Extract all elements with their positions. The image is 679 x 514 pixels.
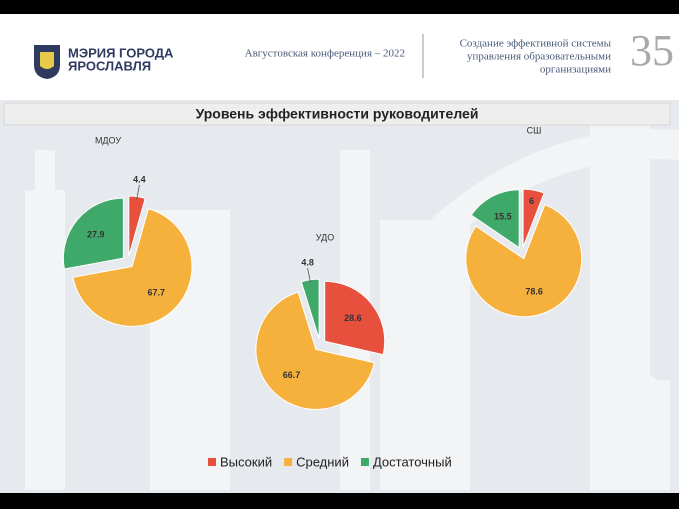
pie-slice bbox=[465, 204, 583, 318]
top-bar bbox=[0, 0, 679, 14]
bottom-bar bbox=[0, 493, 679, 509]
pie-title: МДОУ bbox=[95, 135, 121, 145]
pie-title: СШ bbox=[527, 125, 542, 135]
data-label: 28.6 bbox=[344, 313, 362, 323]
logo-text: МЭРИЯ ГОРОДА bbox=[68, 45, 174, 60]
city-silhouette bbox=[25, 120, 679, 490]
logo-text: ЯРОСЛАВЛЯ bbox=[68, 58, 151, 73]
logo: МЭРИЯ ГОРОДА ЯРОСЛАВЛЯ bbox=[34, 45, 174, 79]
topic: управления образовательными bbox=[467, 51, 611, 63]
pie-slice bbox=[470, 189, 520, 249]
title-band bbox=[3, 102, 671, 126]
legend-label: Высокий bbox=[220, 454, 272, 469]
pie-slice bbox=[62, 197, 124, 270]
legend-label: Средний bbox=[296, 454, 349, 469]
page-number: 35 bbox=[630, 26, 674, 75]
chart-title: Уровень эффективности руководителей bbox=[196, 106, 479, 122]
legend-swatch bbox=[360, 458, 369, 466]
legend-swatch bbox=[284, 458, 293, 466]
topic: организациями bbox=[540, 64, 611, 76]
data-label: 27.9 bbox=[87, 230, 105, 240]
leader-line bbox=[307, 268, 311, 283]
data-label: 67.7 bbox=[148, 287, 166, 297]
data-label: 4.8 bbox=[301, 258, 314, 268]
topic: Создание эффективной системы bbox=[460, 38, 612, 50]
data-label: 15.5 bbox=[494, 211, 512, 221]
pie-title: УДО bbox=[316, 232, 334, 242]
data-label: 6 bbox=[529, 196, 534, 206]
legend-swatch bbox=[208, 458, 216, 466]
data-label: 78.6 bbox=[525, 286, 543, 296]
legend-label: Достаточный bbox=[373, 454, 452, 469]
leader-line bbox=[136, 184, 140, 200]
coat-of-arms-bear bbox=[40, 52, 54, 69]
pie-slice bbox=[72, 208, 193, 327]
conference: Августовская конференция – 2022 bbox=[245, 48, 405, 60]
pie-slice bbox=[255, 291, 376, 410]
data-label: 66.7 bbox=[283, 370, 301, 380]
data-label: 4.4 bbox=[133, 174, 146, 184]
pie-slice bbox=[324, 280, 386, 356]
pie-slice bbox=[522, 188, 545, 248]
